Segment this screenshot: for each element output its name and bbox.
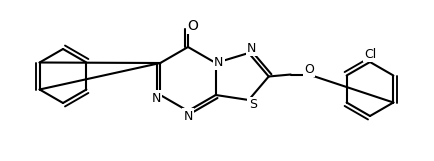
Text: O: O xyxy=(187,19,198,33)
Text: N: N xyxy=(214,56,223,68)
Text: N: N xyxy=(247,42,256,55)
Text: S: S xyxy=(248,99,256,112)
Text: O: O xyxy=(303,63,313,76)
Text: Cl: Cl xyxy=(363,47,375,61)
Text: N: N xyxy=(183,109,192,123)
Text: N: N xyxy=(151,91,161,104)
